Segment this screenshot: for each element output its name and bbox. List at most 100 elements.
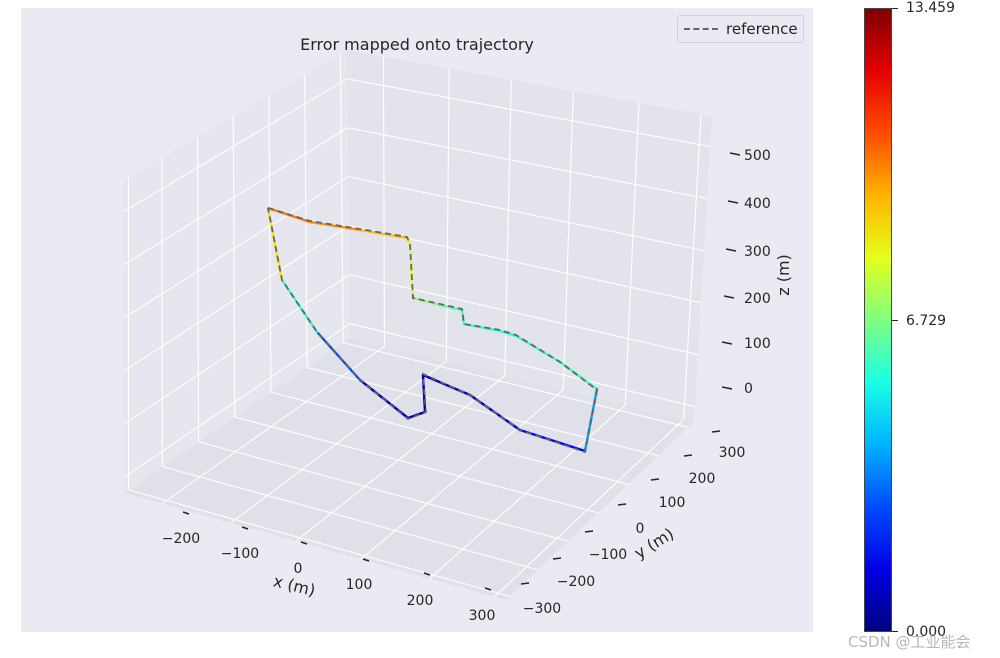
z-tick-3 (725, 248, 737, 252)
grid-y-left-6 (339, 53, 344, 343)
x-tick-label-2: 0 (294, 561, 303, 577)
colorbar-label-mid: 6.729 (906, 313, 947, 329)
legend-reference-label: reference (726, 20, 798, 38)
z-axis-label: z (m) (774, 254, 793, 296)
z-tick-label-4: 400 (744, 196, 771, 212)
colorbar (864, 8, 892, 632)
y-tick-6 (711, 430, 721, 433)
legend: reference (677, 15, 804, 43)
colorbar-label-min: 0.000 (906, 624, 947, 640)
reference-line (267, 207, 598, 454)
tick-marks (182, 152, 741, 591)
y-tick-5 (683, 454, 693, 457)
grid-x-floor-3 (360, 389, 564, 560)
trajectory-series (266, 206, 599, 454)
grid-z-back-1 (349, 274, 699, 356)
x-tick-label-0: −200 (162, 531, 200, 547)
trajectory-segment-9 (498, 329, 518, 338)
trajectory-segment-5 (411, 296, 442, 307)
watermark: CSDN @工业能会 (848, 633, 971, 651)
y-tick-label-5: 200 (689, 471, 716, 487)
z-tick-5 (729, 152, 741, 156)
colorbar-tick-mid (892, 320, 898, 321)
y-tick-3 (617, 503, 627, 506)
y-tick-0 (520, 582, 530, 585)
grid-lines (123, 53, 711, 598)
z-tick-label-0: 0 (744, 381, 753, 397)
x-tick-label-4: 200 (407, 593, 434, 609)
z-tick-label-2: 200 (744, 291, 771, 307)
grid-y-floor-5 (306, 366, 659, 457)
grid-y-floor-6 (343, 342, 689, 428)
grid-y-left-3 (232, 116, 236, 418)
x-axis-label: x (m) (271, 571, 317, 600)
chart-title: Error mapped onto trajectory (300, 35, 534, 54)
x-tick-4 (423, 572, 431, 576)
y-tick-label-3: 0 (636, 521, 645, 537)
y-tick-label-4: 100 (659, 495, 686, 511)
z-tick-1 (721, 341, 733, 345)
trajectory-segment-2 (358, 228, 409, 240)
grid-x-back-4 (624, 102, 640, 406)
y-tick-label-1: −200 (557, 574, 595, 590)
grid-x-floor-5 (494, 419, 685, 598)
grid-x-back-3 (562, 90, 574, 391)
grid-y-floor-2 (198, 441, 569, 542)
grid-y-left-2 (197, 137, 200, 442)
y-tick-label-6: 300 (719, 445, 746, 461)
floor-pane (124, 338, 694, 600)
grid-z-left-5 (123, 78, 348, 212)
grid-x-back-1 (445, 68, 450, 362)
y-tick-1 (552, 557, 562, 560)
legend-reference-swatch (684, 28, 718, 30)
grid-x-back-2 (504, 79, 512, 376)
x-tick-5 (484, 587, 492, 591)
trajectory-segment-1 (308, 220, 362, 232)
colorbar-tick-min (892, 631, 898, 632)
grid-z-left-3 (123, 176, 349, 319)
grid-z-left-1 (123, 274, 350, 425)
grid-x-floor-4 (429, 404, 626, 580)
x-tick-0 (182, 511, 190, 515)
grid-x-back-0 (382, 56, 385, 347)
colorbar-label-max: 13.459 (906, 0, 955, 16)
grid-z-left-4 (123, 127, 349, 265)
grid-z-back-4 (347, 127, 708, 200)
grid-x-floor-0 (161, 345, 385, 505)
y-tick-2 (584, 530, 594, 533)
back-pane (347, 50, 712, 422)
grid-x-back-5 (683, 113, 702, 420)
z-tick-0 (721, 386, 733, 390)
y-tick-label-2: −100 (589, 547, 627, 563)
grid-y-left-4 (268, 95, 272, 393)
z-tick-label-5: 500 (744, 148, 771, 164)
z-tick-2 (723, 295, 735, 299)
grid-z-left-2 (123, 225, 350, 372)
grid-y-floor-3 (234, 416, 599, 514)
grid-y-floor-1 (162, 466, 539, 571)
colorbar-tick-max (892, 8, 898, 9)
x-tick-3 (362, 558, 370, 562)
grid-z-back-0 (349, 323, 696, 408)
grid-z-left-0 (123, 323, 351, 478)
grid-y-floor-0 (128, 489, 510, 597)
grid-y-left-1 (161, 157, 163, 467)
trajectory-segment-6 (438, 303, 464, 312)
grid-x-floor-2 (295, 375, 506, 542)
grid-z-back-5 (347, 78, 711, 148)
grid-z-back-3 (348, 176, 705, 252)
axes-panes (124, 50, 712, 600)
x-tick-label-1: −100 (221, 546, 259, 562)
z-tick-4 (727, 200, 739, 204)
grid-y-floor-4 (270, 391, 629, 485)
x-tick-label-5: 300 (469, 608, 496, 624)
x-tick-2 (300, 541, 308, 545)
grid-x-floor-1 (230, 361, 447, 524)
z-tick-label-1: 100 (744, 336, 771, 352)
y-tick-label-0: −300 (523, 601, 561, 617)
x-tick-1 (241, 526, 249, 530)
z-tick-label-3: 300 (744, 244, 771, 260)
x-tick-label-3: 100 (346, 577, 373, 593)
